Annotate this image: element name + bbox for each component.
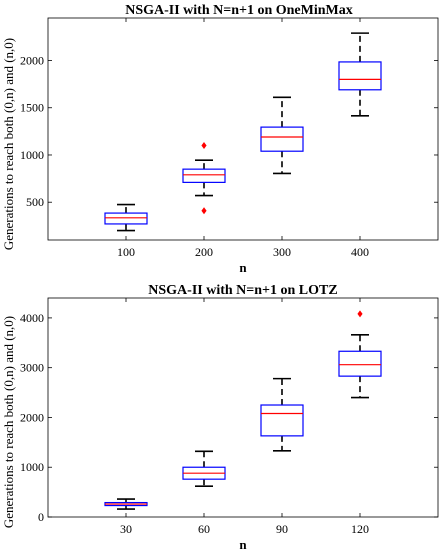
y-tick-label: 2000 <box>20 410 44 424</box>
iqr-box <box>260 126 304 152</box>
box-plot-90 <box>260 377 304 452</box>
y-tick-label: 500 <box>26 195 44 209</box>
iqr-box <box>182 168 226 183</box>
y-axis-label: Generations to reach both (0,n) and (n,0… <box>1 38 16 250</box>
x-tick-label: 90 <box>276 522 288 536</box>
iqr-box <box>104 212 148 225</box>
y-tick-label: 0 <box>38 510 44 524</box>
chart-title: NSGA-II with N=n+1 on OneMinMax <box>125 3 353 18</box>
iqr-box <box>338 350 382 377</box>
box-plot-200 <box>182 142 226 215</box>
chart-panel-oneminmax: NSGA-II with N=n+1 on OneMinMax n Genera… <box>1 3 439 275</box>
x-tick-label: 400 <box>351 245 369 259</box>
chart-panel-lotz: NSGA-II with N=n+1 on LOTZ n Generations… <box>1 283 439 552</box>
iqr-box <box>338 61 382 91</box>
outlier-point <box>201 207 207 215</box>
x-tick-label: 30 <box>120 522 132 536</box>
y-tick-label: 2000 <box>20 54 44 68</box>
x-tick-label: 60 <box>198 522 210 536</box>
box-plot-300 <box>260 96 304 175</box>
box-plot-30 <box>104 498 148 510</box>
box-plot-60 <box>182 450 226 487</box>
box-plot-400 <box>338 32 382 117</box>
outlier-point <box>357 310 363 318</box>
box-plot-100 <box>104 203 148 232</box>
plot-frame <box>47 297 439 518</box>
x-axis-label: n <box>239 260 247 275</box>
x-tick-label: 200 <box>195 245 213 259</box>
y-tick-label: 1000 <box>20 148 44 162</box>
x-axis-label: n <box>239 537 247 552</box>
x-tick-label: 120 <box>351 522 369 536</box>
plot-frame <box>47 17 439 241</box>
y-axis-label: Generations to reach both (0,n) and (n,0… <box>1 316 16 528</box>
chart-title: NSGA-II with N=n+1 on LOTZ <box>148 283 337 298</box>
y-tick-label: 3000 <box>20 361 44 375</box>
outlier-point <box>201 142 207 150</box>
box-plot-120 <box>338 310 382 399</box>
y-tick-label: 1500 <box>20 101 44 115</box>
y-tick-label: 4000 <box>20 311 44 325</box>
y-tick-label: 1000 <box>20 460 44 474</box>
iqr-box <box>260 404 304 437</box>
x-tick-label: 300 <box>273 245 291 259</box>
x-tick-label: 100 <box>117 245 135 259</box>
